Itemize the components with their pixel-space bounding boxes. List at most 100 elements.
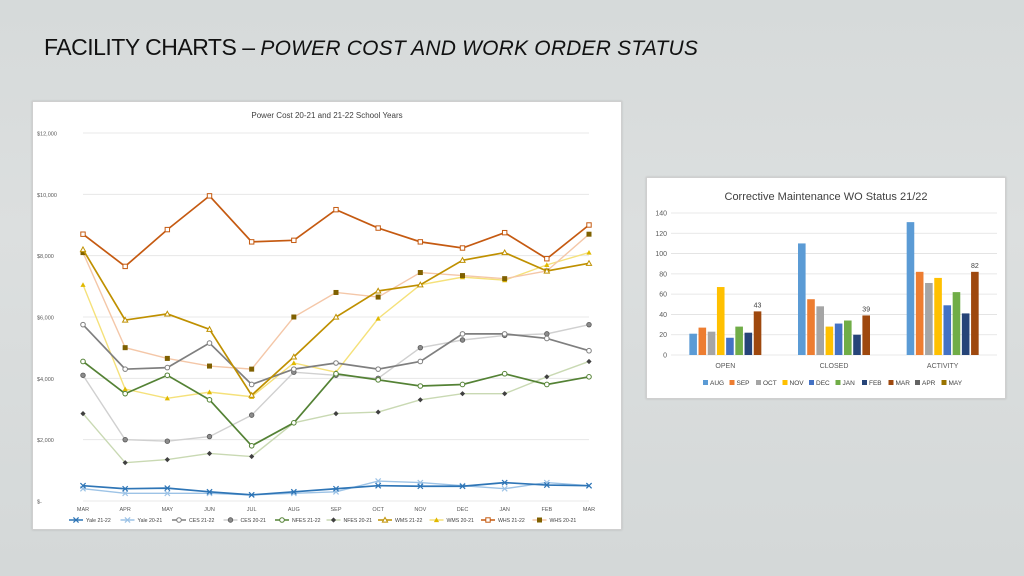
wo-legend: AUG SEP OCT NOV DEC JAN FEB MAR APR MAY (703, 380, 963, 387)
power-legend-label: Yale 21-22 (86, 518, 111, 524)
power-data-point (544, 335, 550, 342)
power-legend-label: WHS 20-21 (550, 518, 577, 524)
power-data-point (375, 225, 381, 231)
power-data-point (544, 331, 550, 337)
wo-bar-closed-nov (825, 326, 834, 355)
power-data-point (164, 372, 171, 379)
power-data-point (80, 411, 86, 417)
power-data-point (291, 360, 297, 366)
power-data-point (80, 372, 86, 378)
power-data-point (248, 443, 255, 449)
power-data-point (122, 345, 128, 351)
power-legend-label: CES 21-22 (189, 518, 214, 524)
power-series-wms-21-22 (79, 245, 593, 398)
power-data-point (417, 483, 424, 490)
power-data-point (248, 391, 256, 398)
power-data-point (375, 409, 381, 415)
wo-x-tick-label: OPEN (715, 363, 735, 370)
power-cost-chart: Power Cost 20-21 and 21-22 School Years $… (37, 111, 595, 524)
power-data-point (375, 294, 381, 300)
slide-title-subtitle: POWER COST AND WORK ORDER STATUS (260, 37, 699, 60)
wo-data-label: 39 (862, 306, 870, 313)
power-data-point (333, 370, 339, 377)
wo-y-tick-label: 140 (655, 211, 667, 218)
wo-bar-activity-nov (934, 277, 942, 355)
power-data-point (417, 344, 424, 351)
power-legend-marker (330, 517, 337, 523)
power-data-point (206, 433, 213, 440)
wo-chart-title: Corrective Maintenance WO Status 21/22 (725, 191, 928, 203)
power-data-point (586, 347, 592, 354)
wo-legend-item: FEB (862, 380, 882, 387)
wo-y-tick-label: 120 (655, 231, 667, 238)
power-data-point (544, 381, 550, 388)
power-data-point (459, 245, 466, 251)
power-data-point (122, 485, 129, 492)
power-legend-marker (124, 516, 131, 524)
power-legend-item: WMS 21-22 (378, 516, 423, 524)
slide-title: FACILITY CHARTS – POWER COST AND WORK OR… (44, 34, 698, 61)
power-data-point (459, 483, 466, 490)
power-data-point (333, 360, 339, 366)
power-data-point (206, 488, 213, 495)
power-data-point (164, 457, 170, 463)
power-data-point (375, 315, 381, 321)
slide-title-main: FACILITY CHARTS – (44, 34, 255, 60)
power-data-point (333, 411, 339, 417)
wo-bar-open-nov (716, 287, 725, 355)
power-data-point (122, 366, 128, 372)
power-legend-marker (227, 517, 234, 523)
power-data-point (163, 310, 171, 317)
wo-bar-activity-oct (925, 282, 933, 355)
wo-legend-swatch (729, 380, 735, 385)
power-x-tick-label: FEB (541, 507, 552, 513)
power-data-point (291, 237, 297, 244)
power-x-tick-label: JUN (204, 507, 215, 513)
wo-legend-item: DEC (809, 380, 830, 387)
power-data-point (121, 316, 129, 323)
work-order-chart-panel: Corrective Maintenance WO Status 21/22 0 2… (646, 177, 1006, 399)
wo-bar-open-jan (735, 326, 743, 355)
power-legend-item: WHS 20-21 (532, 517, 577, 524)
power-data-point (80, 321, 86, 328)
power-data-point (586, 250, 592, 255)
power-series-ces-20-21 (80, 321, 592, 444)
power-y-tick-label: $10,000 (37, 193, 57, 199)
wo-legend-swatch (835, 380, 841, 385)
power-data-point (122, 263, 128, 270)
power-data-point (291, 366, 297, 372)
power-data-point (501, 370, 508, 377)
power-data-point (206, 193, 213, 199)
power-data-point (164, 226, 171, 233)
power-data-point (249, 453, 255, 460)
power-data-point (585, 259, 593, 266)
power-data-point (164, 355, 170, 361)
power-data-point (459, 331, 466, 337)
power-data-point (544, 262, 550, 267)
wo-bar-activity-mar (971, 271, 979, 355)
wo-bar-open-sep (698, 327, 707, 355)
power-x-tick-label: MAY (162, 507, 174, 513)
power-data-point (502, 391, 508, 397)
wo-bar-open-feb (744, 332, 753, 355)
wo-y-tick-label: 0 (663, 353, 667, 360)
power-x-tick-label: APR (120, 507, 131, 513)
power-data-point (416, 281, 424, 288)
power-data-point (79, 482, 87, 489)
power-data-point (417, 239, 424, 245)
wo-legend-swatch (703, 380, 708, 385)
wo-bar-closed-oct (816, 306, 824, 355)
power-x-tick-label: MAR (77, 507, 89, 513)
power-y-tick-label: $- (37, 500, 42, 506)
wo-bar-closed-aug (798, 243, 806, 355)
power-data-point (543, 482, 550, 489)
power-data-point (206, 450, 213, 457)
power-legend-label: WMS 20-21 (447, 518, 475, 524)
power-x-tick-label: JUL (247, 507, 257, 513)
power-data-point (333, 206, 339, 213)
power-legend-item: NFES 21-22 (275, 517, 321, 524)
wo-bar-activity-jan (952, 292, 961, 355)
wo-x-tick-label: ACTIVITY (927, 363, 959, 370)
wo-legend-item: OCT (756, 380, 777, 387)
wo-legend-label: NOV (790, 380, 805, 387)
